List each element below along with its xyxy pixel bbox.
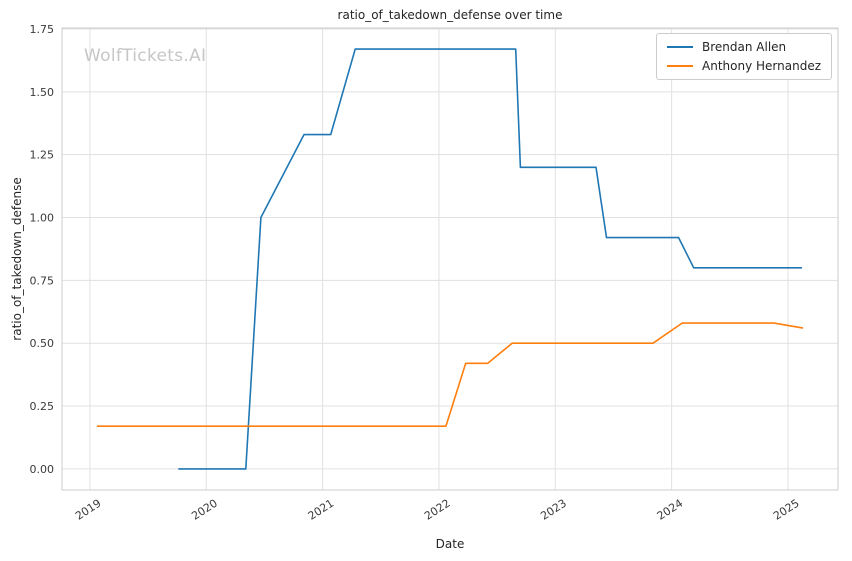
svg-text:1.25: 1.25 — [30, 149, 55, 162]
svg-text:2022: 2022 — [422, 497, 453, 523]
svg-text:2021: 2021 — [306, 497, 337, 523]
legend: Brendan Allen Anthony Hernandez — [656, 33, 832, 80]
svg-text:1.75: 1.75 — [30, 23, 55, 36]
legend-item-anthony-hernandez: Anthony Hernandez — [667, 60, 821, 72]
legend-line-sample-blue — [667, 46, 694, 48]
svg-text:0.75: 0.75 — [30, 274, 55, 287]
svg-text:2020: 2020 — [189, 497, 220, 523]
legend-item-brendan-allen: Brendan Allen — [667, 41, 821, 53]
legend-label-anthony-hernandez: Anthony Hernandez — [702, 59, 821, 73]
svg-text:0.00: 0.00 — [30, 463, 55, 476]
svg-text:0.25: 0.25 — [30, 400, 55, 413]
svg-text:1.50: 1.50 — [30, 86, 55, 99]
y-axis-label: ratio_of_takedown_defense — [10, 177, 24, 341]
legend-line-sample-orange — [667, 65, 694, 67]
svg-text:2019: 2019 — [73, 497, 104, 523]
x-axis-label: Date — [435, 537, 465, 551]
watermark: WolfTickets.AI — [84, 46, 207, 66]
svg-text:0.50: 0.50 — [30, 337, 55, 350]
svg-text:1.00: 1.00 — [30, 212, 55, 225]
svg-text:2025: 2025 — [771, 497, 802, 523]
svg-text:2024: 2024 — [655, 497, 686, 523]
chart-title: ratio_of_takedown_defense over time — [337, 8, 563, 22]
svg-text:2023: 2023 — [538, 497, 569, 523]
legend-label-brendan-allen: Brendan Allen — [702, 40, 787, 54]
